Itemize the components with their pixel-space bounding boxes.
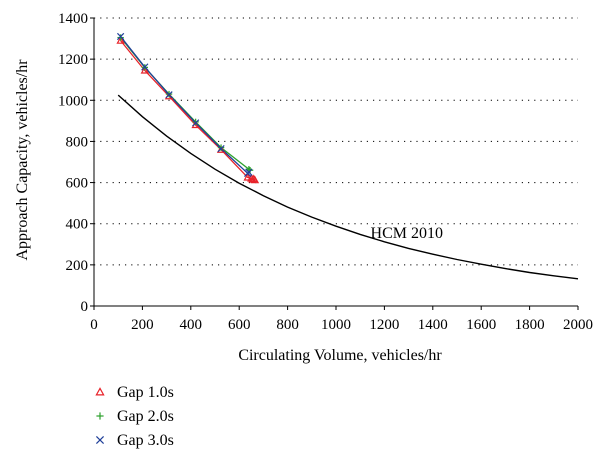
x-tick-label: 0 <box>90 317 98 333</box>
y-tick-label: 400 <box>66 217 89 233</box>
x-tick-label: 1200 <box>369 317 399 333</box>
x-tick-label: 1600 <box>466 317 496 333</box>
data-point-gap-2-0s <box>192 118 199 126</box>
data-point-gap-2-0s <box>117 34 124 41</box>
x-tick-label: 2000 <box>563 317 593 333</box>
y-tick-label: 0 <box>81 299 89 315</box>
legend-marker-plus <box>96 412 104 420</box>
y-tick-label: 200 <box>66 258 89 274</box>
x-axis-label: Circulating Volume, vehicles/hr <box>238 347 442 364</box>
data-point-gap-1-0s <box>216 145 226 153</box>
y-tick-label: 1200 <box>58 52 88 68</box>
y-tick-label: 1400 <box>58 11 88 27</box>
legend: Gap 1.0s Gap 2.0s Gap 3.0s <box>95 384 174 449</box>
data-point-gap-3-0s <box>192 119 200 127</box>
x-tick-label: 400 <box>180 317 203 333</box>
x-tick-label: 200 <box>131 317 154 333</box>
series-line-hcm-2010 <box>117 94 579 280</box>
y-tick-label: 1000 <box>58 93 88 109</box>
y-axis-label: Approach Capacity, vehicles/hr <box>14 59 31 261</box>
legend-label: Gap 2.0s <box>117 408 174 425</box>
legend-marker-x <box>95 435 105 445</box>
series-lines <box>117 36 579 280</box>
grid-lines <box>94 17 578 266</box>
x-tick-label: 1000 <box>321 317 351 333</box>
data-point-gap-2-0s <box>217 144 225 151</box>
x-tick-label: 1400 <box>418 317 448 333</box>
series-line-gap-3-0s <box>120 36 250 175</box>
y-tick-label: 800 <box>66 134 89 150</box>
x-tick-label: 1800 <box>515 317 545 333</box>
data-point-gap-3-0s <box>165 91 173 99</box>
hcm-2010-annotation: HCM 2010 <box>371 225 443 242</box>
data-point-gap-1-0s <box>243 172 252 181</box>
y-tick-label: 600 <box>66 176 89 192</box>
data-point-gap-3-0s <box>217 145 225 153</box>
data-point-gap-1-0s <box>116 36 125 44</box>
data-point-gap-1-0s <box>250 175 260 184</box>
data-point-gap-3-0s <box>141 63 149 71</box>
x-tick-label: 600 <box>228 317 251 333</box>
data-point-gap-3-0s <box>116 32 125 41</box>
legend-label: Gap 3.0s <box>117 432 174 449</box>
tick-labels: 0 200 400 600 800 1000 1200 1400 0 200 400 600 800 10… <box>58 11 593 333</box>
series-markers <box>116 32 260 184</box>
axes <box>93 18 578 307</box>
legend-label: Gap 1.0s <box>117 384 174 401</box>
x-tick-label: 800 <box>276 317 299 333</box>
data-point-gap-1-0s <box>140 66 150 74</box>
legend-marker-triangle <box>95 387 105 396</box>
data-point-gap-3-0s <box>245 168 253 176</box>
